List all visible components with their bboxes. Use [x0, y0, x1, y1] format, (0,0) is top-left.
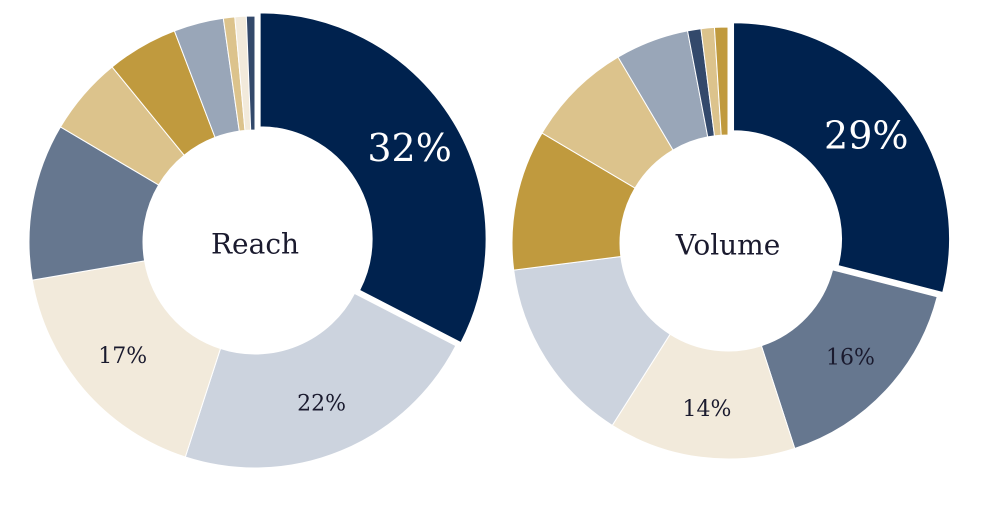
- volume-data-label-3: 14%: [682, 397, 731, 422]
- reach-slice-3: [31, 260, 222, 458]
- volume-slice-4: [513, 255, 671, 427]
- reach-slice-1: [259, 12, 487, 344]
- volume-data-label-2: 16%: [826, 346, 875, 371]
- reach-center-label: Reach: [211, 228, 299, 261]
- reach-slice-10: [245, 15, 256, 131]
- volume-slice-2: [760, 269, 938, 450]
- volume-slice-10: [713, 26, 729, 136]
- reach-data-label-1: 32%: [367, 126, 451, 170]
- volume-data-label-1: 29%: [824, 114, 908, 158]
- volume-donut: 29% 16% 14% Volume: [511, 22, 950, 460]
- reach-slice-2: [184, 292, 457, 469]
- volume-center-label: Volume: [675, 229, 781, 262]
- volume-slice-1: [733, 22, 950, 294]
- volume-slice-3: [611, 333, 796, 460]
- reach-donut: 32% 22% 17% Reach: [28, 12, 487, 469]
- reach-data-label-3: 17%: [98, 344, 147, 369]
- reach-data-label-2: 22%: [297, 391, 346, 416]
